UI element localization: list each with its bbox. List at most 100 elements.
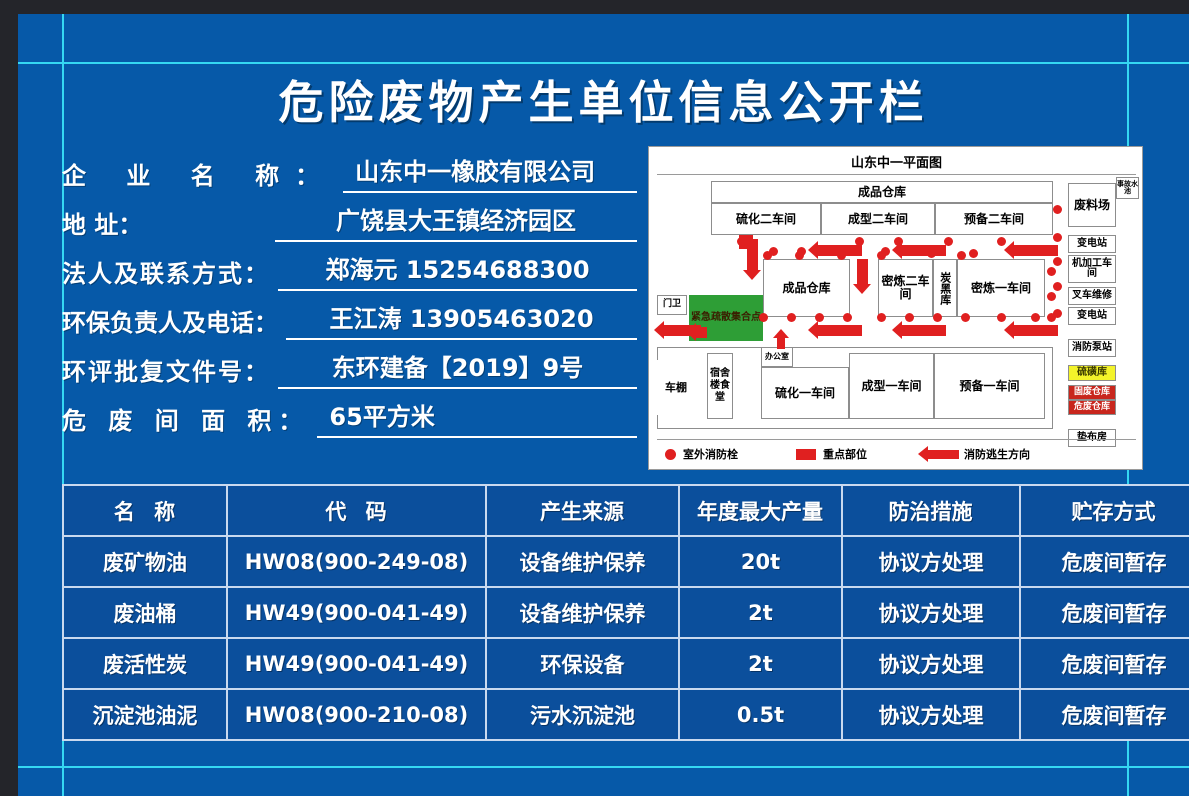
room-substation-b: 变电站 [1068, 307, 1116, 325]
site-floor-plan: 山东中一平面图 成品仓库 硫化二车间 成型二车间 预备二车间 废料场 事故水池 … [648, 146, 1143, 470]
hydrant-dot [1031, 313, 1040, 322]
info-value-env-officer: 王江涛 13905463020 [286, 304, 637, 340]
hydrant-dot [795, 251, 804, 260]
hazardous-waste-table: 名 称 代 码 产生来源 年度最大产量 防治措施 贮存方式 废矿物油 HW08(… [62, 484, 1189, 741]
room-accident-pool: 事故水池 [1116, 177, 1139, 199]
room-carbon-black: 炭黑库 [933, 259, 957, 317]
room-machining: 机加工车间 [1068, 255, 1116, 283]
cell-source: 设备维护保养 [485, 535, 680, 588]
room-guard: 门卫 [657, 295, 687, 315]
cell-name: 废矿物油 [62, 535, 228, 588]
table-row: 沉淀池油泥 HW08(900-210-08) 污水沉淀池 0.5t 协议方处理 … [62, 688, 1189, 741]
table-header-row: 名 称 代 码 产生来源 年度最大产量 防治措施 贮存方式 [62, 484, 1189, 537]
escape-arrow [654, 321, 701, 339]
escape-arrow [808, 241, 862, 259]
room-fire-pump: 消防泵站 [1068, 339, 1116, 357]
table-header-source: 产生来源 [485, 484, 680, 537]
cell-name: 沉淀池油泥 [62, 688, 228, 741]
floor-plan-title: 山东中一平面图 [657, 152, 1136, 175]
guide-line-bottom [18, 766, 1189, 768]
room-cloth-room: 垫布房 [1068, 429, 1116, 447]
table-header-code: 代 码 [226, 484, 487, 537]
cell-code: HW08(900-210-08) [226, 688, 487, 741]
cell-storage: 危废间暂存 [1019, 586, 1189, 639]
hydrant-dot [877, 251, 886, 260]
cell-storage: 危废间暂存 [1019, 637, 1189, 690]
info-row-address: 地 址： 广饶县大王镇经济园区 [62, 193, 637, 242]
escape-arrow [1004, 321, 1058, 339]
cell-measures: 协议方处理 [841, 688, 1021, 741]
hydrant-dot [961, 313, 970, 322]
hydrant-dot [763, 251, 772, 260]
company-info-block: 企 业 名 称： 山东中一橡胶有限公司 地 址： 广饶县大王镇经济园区 法人及联… [62, 144, 637, 438]
cell-name: 废油桶 [62, 586, 228, 639]
hydrant-dot [1053, 205, 1062, 214]
hydrant-dot [1047, 267, 1056, 276]
hydrant-dot [1053, 309, 1062, 318]
info-value-room-area: 65平方米 [317, 402, 637, 438]
hydrant-dot [769, 247, 778, 256]
legend-item-key-area: 重点部位 [796, 446, 867, 462]
cell-storage: 危废间暂存 [1019, 535, 1189, 588]
hydrant-dot [944, 237, 953, 246]
room-finished-warehouse-top: 成品仓库 [711, 181, 1053, 203]
cell-name: 废活性炭 [62, 637, 228, 690]
legend-label-key-area: 重点部位 [823, 448, 867, 461]
table-header-annual-max: 年度最大产量 [678, 484, 843, 537]
information-board: 危险废物产生单位信息公开栏 企 业 名 称： 山东中一橡胶有限公司 地 址： 广… [18, 14, 1189, 796]
page-title: 危险废物产生单位信息公开栏 [278, 76, 929, 129]
key-area-square-icon [796, 448, 816, 460]
escape-arrow [1004, 241, 1058, 259]
info-label-eia-doc: 环评批复文件号： [62, 358, 270, 386]
cell-source: 环保设备 [485, 637, 680, 690]
hydrant-dot [933, 313, 942, 322]
hydrant-dot [1053, 257, 1062, 266]
escape-arrow [892, 321, 946, 339]
hydrant-dot [957, 251, 966, 260]
room-dorm-canteen: 宿舍楼食堂 [707, 353, 733, 419]
info-value-eia-doc: 东环建备【2019】9号 [278, 353, 637, 389]
room-forming2: 成型二车间 [821, 203, 935, 235]
hydrant-dot [855, 237, 864, 246]
hydrant-dot [1047, 292, 1056, 301]
escape-arrow-down [853, 259, 871, 294]
escape-arrow [808, 321, 862, 339]
escape-arrow-office [773, 329, 789, 349]
info-label-room-area: 危 废 间 面 积： [62, 407, 310, 435]
info-value-address: 广饶县大王镇经济园区 [275, 206, 637, 242]
legend-item-escape-route: 消防逃生方向 [918, 445, 1030, 462]
info-row-room-area: 危 废 间 面 积： 65平方米 [62, 389, 637, 438]
cell-annual-max: 2t [678, 637, 843, 690]
info-value-company-name: 山东中一橡胶有限公司 [343, 157, 637, 193]
cell-annual-max: 20t [678, 535, 843, 588]
cell-measures: 协议方处理 [841, 637, 1021, 690]
room-finished-warehouse-mid: 成品仓库 [763, 259, 850, 317]
legend-label-hydrant: 室外消防栓 [683, 448, 738, 461]
cell-source: 设备维护保养 [485, 586, 680, 639]
hydrant-dot [1047, 313, 1056, 322]
room-prep1: 预备一车间 [934, 353, 1045, 419]
legend-item-hydrant: 室外消防栓 [665, 446, 738, 462]
hydrant-dot [997, 313, 1006, 322]
escape-arrow-down [743, 239, 761, 280]
room-forming1: 成型一车间 [849, 353, 934, 419]
hydrant-dot [1053, 233, 1062, 242]
guide-line-left [62, 14, 64, 796]
cell-code: HW08(900-249-08) [226, 535, 487, 588]
room-mixing2: 密炼二车间 [878, 259, 933, 317]
cell-code: HW49(900-041-49) [226, 586, 487, 639]
room-carport: 车棚 [657, 360, 695, 415]
hydrant-dot [759, 313, 768, 322]
hydrant-dot [843, 313, 852, 322]
hydrant-dot [1053, 282, 1062, 291]
table-row: 废油桶 HW49(900-041-49) 设备维护保养 2t 协议方处理 危废间… [62, 586, 1189, 639]
room-mixing1: 密炼一车间 [957, 259, 1045, 317]
info-label-address: 地 址： [62, 211, 143, 239]
room-forklift-repair: 叉车维修 [1068, 287, 1116, 305]
legend-label-escape-route: 消防逃生方向 [964, 448, 1030, 461]
info-label-legal-person: 法人及联系方式： [62, 260, 270, 288]
cell-storage: 危废间暂存 [1019, 688, 1189, 741]
room-office: 办公室 [761, 347, 793, 367]
table-header-storage: 贮存方式 [1019, 484, 1189, 537]
info-row-eia-doc: 环评批复文件号： 东环建备【2019】9号 [62, 340, 637, 389]
